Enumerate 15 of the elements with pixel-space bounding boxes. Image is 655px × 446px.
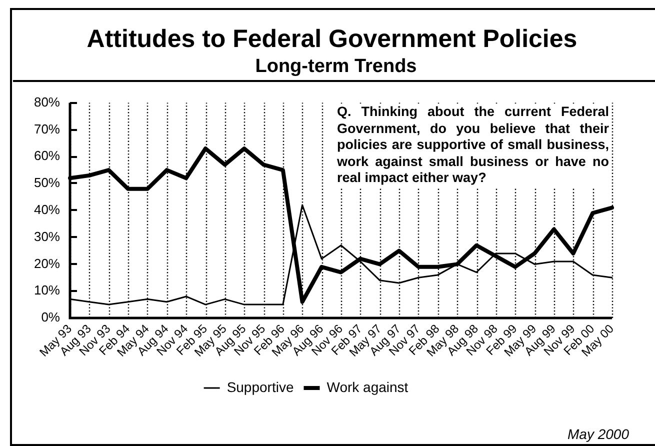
text: May 2000 xyxy=(568,426,629,442)
legend-label: Work against xyxy=(326,378,408,395)
y-tick-label: 50% xyxy=(34,175,60,190)
y-tick-label: 70% xyxy=(34,121,60,136)
y-tick-label: 20% xyxy=(34,256,60,271)
legend-label: Supportive xyxy=(226,378,294,395)
y-tick-label: 80% xyxy=(34,94,60,110)
annotation: Q. Thinking about the current Federal Government, do you believe that their policies are supportive of small business, work against small business or have no real impact either way? xyxy=(337,104,609,186)
y-tick-label: 60% xyxy=(34,148,60,164)
chart-subtitle: Long-term Trends xyxy=(255,56,417,78)
y-tick-label: 30% xyxy=(34,228,60,244)
y-tick-label: 10% xyxy=(34,282,60,298)
y-tick-label: 0% xyxy=(41,310,60,325)
chart-title: Attitudes to Federal Government Policies xyxy=(86,24,578,54)
y-tick-label: 40% xyxy=(34,202,60,217)
